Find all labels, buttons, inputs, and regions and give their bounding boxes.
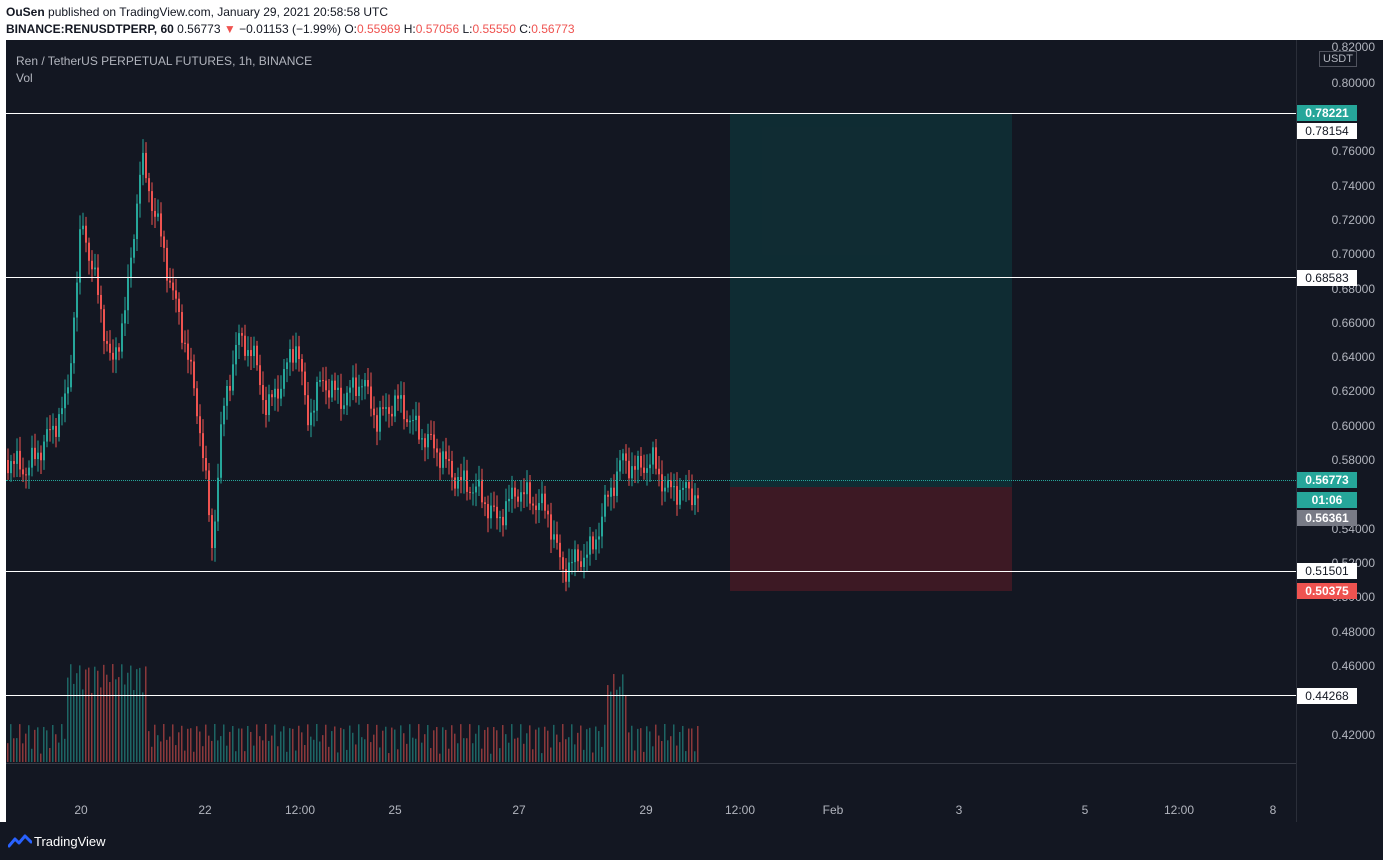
price-tick: 0.62000 <box>1331 384 1375 398</box>
entry-price-badge[interactable]: 0.56361 <box>1297 510 1357 526</box>
current-price-badge: 0.56773 <box>1297 472 1357 488</box>
published-text: published on TradingView.com, January 29… <box>48 5 389 19</box>
price-tick: 0.66000 <box>1331 316 1375 330</box>
price-tick: 0.42000 <box>1331 728 1375 742</box>
symbol-info: BINANCE:RENUSDTPERP, 60 0.56773 ▼ −0.011… <box>6 22 575 36</box>
time-tick: 12:00 <box>1163 803 1195 817</box>
price-tick: 0.46000 <box>1331 659 1375 673</box>
footer-bar <box>0 822 1383 860</box>
time-tick: 12:00 <box>284 803 316 817</box>
high-label: H: <box>403 22 416 36</box>
price-tick: 0.60000 <box>1331 419 1375 433</box>
publish-header: OuSen published on TradingView.com, Janu… <box>0 0 1383 40</box>
currency-label[interactable]: USDT <box>1319 51 1357 67</box>
price-tick: 0.70000 <box>1331 247 1375 261</box>
line-price-badge[interactable]: 0.51501 <box>1297 563 1357 579</box>
low-value: 0.55550 <box>472 22 516 36</box>
price-tick: 0.48000 <box>1331 625 1375 639</box>
target-price-badge[interactable]: 0.78221 <box>1297 105 1357 121</box>
time-tick: Feb <box>822 803 844 817</box>
line-price-badge[interactable]: 0.78154 <box>1297 123 1357 139</box>
publish-info: OuSen published on TradingView.com, Janu… <box>6 5 388 19</box>
time-tick: 3 <box>955 803 963 817</box>
horizontal-line-0.51501[interactable] <box>6 571 1296 572</box>
line-price-badge[interactable]: 0.68583 <box>1297 270 1357 286</box>
stop-price-badge[interactable]: 0.50375 <box>1297 583 1357 599</box>
price-tick: 0.74000 <box>1331 179 1375 193</box>
price-tick: 0.80000 <box>1331 76 1375 90</box>
tradingview-brand[interactable]: TradingView <box>34 834 106 849</box>
price-tick: 0.72000 <box>1331 213 1375 227</box>
close-value: 0.56773 <box>531 22 575 36</box>
time-tick: 20 <box>74 803 88 817</box>
time-tick: 5 <box>1081 803 1089 817</box>
time-tick: 12:00 <box>724 803 756 817</box>
symbol-name: BINANCE:RENUSDTPERP, 60 <box>6 22 174 36</box>
close-label: C: <box>519 22 532 36</box>
publisher-name[interactable]: OuSen <box>6 5 45 19</box>
series-legend: Ren / TetherUS PERPETUAL FUTURES, 1h, BI… <box>16 54 313 68</box>
current-price-line <box>6 480 1296 481</box>
candlestick-series[interactable] <box>6 40 1296 822</box>
open-label: O: <box>344 22 357 36</box>
time-axis-divider <box>6 763 1296 764</box>
horizontal-line-0.44268[interactable] <box>6 695 1296 696</box>
time-tick: 8 <box>1269 803 1277 817</box>
horizontal-line-0.68583[interactable] <box>6 277 1296 278</box>
open-value: 0.55969 <box>357 22 401 36</box>
time-tick: 29 <box>639 803 653 817</box>
line-price-badge[interactable]: 0.44268 <box>1297 688 1357 704</box>
bar-countdown-badge: 01:06 <box>1297 492 1357 508</box>
volume-legend: Vol <box>16 71 33 85</box>
low-label: L: <box>462 22 473 36</box>
horizontal-line-0.78154[interactable] <box>6 113 1296 114</box>
long-position-target-zone[interactable] <box>730 114 1012 487</box>
long-position-stop-zone[interactable] <box>730 487 1012 591</box>
time-tick: 25 <box>388 803 402 817</box>
time-tick: 22 <box>198 803 212 817</box>
price-tick: 0.64000 <box>1331 350 1375 364</box>
time-tick: 27 <box>512 803 526 817</box>
high-value: 0.57056 <box>415 22 460 36</box>
down-arrow-icon: ▼ <box>223 22 236 36</box>
last-price: 0.56773 <box>177 22 221 36</box>
price-tick: 0.76000 <box>1331 144 1375 158</box>
price-change: −0.01153 (−1.99%) <box>239 22 341 36</box>
tradingview-logo-icon[interactable] <box>8 834 32 850</box>
price-tick: 0.82000 <box>1331 40 1375 54</box>
price-tick: 0.58000 <box>1331 453 1375 467</box>
